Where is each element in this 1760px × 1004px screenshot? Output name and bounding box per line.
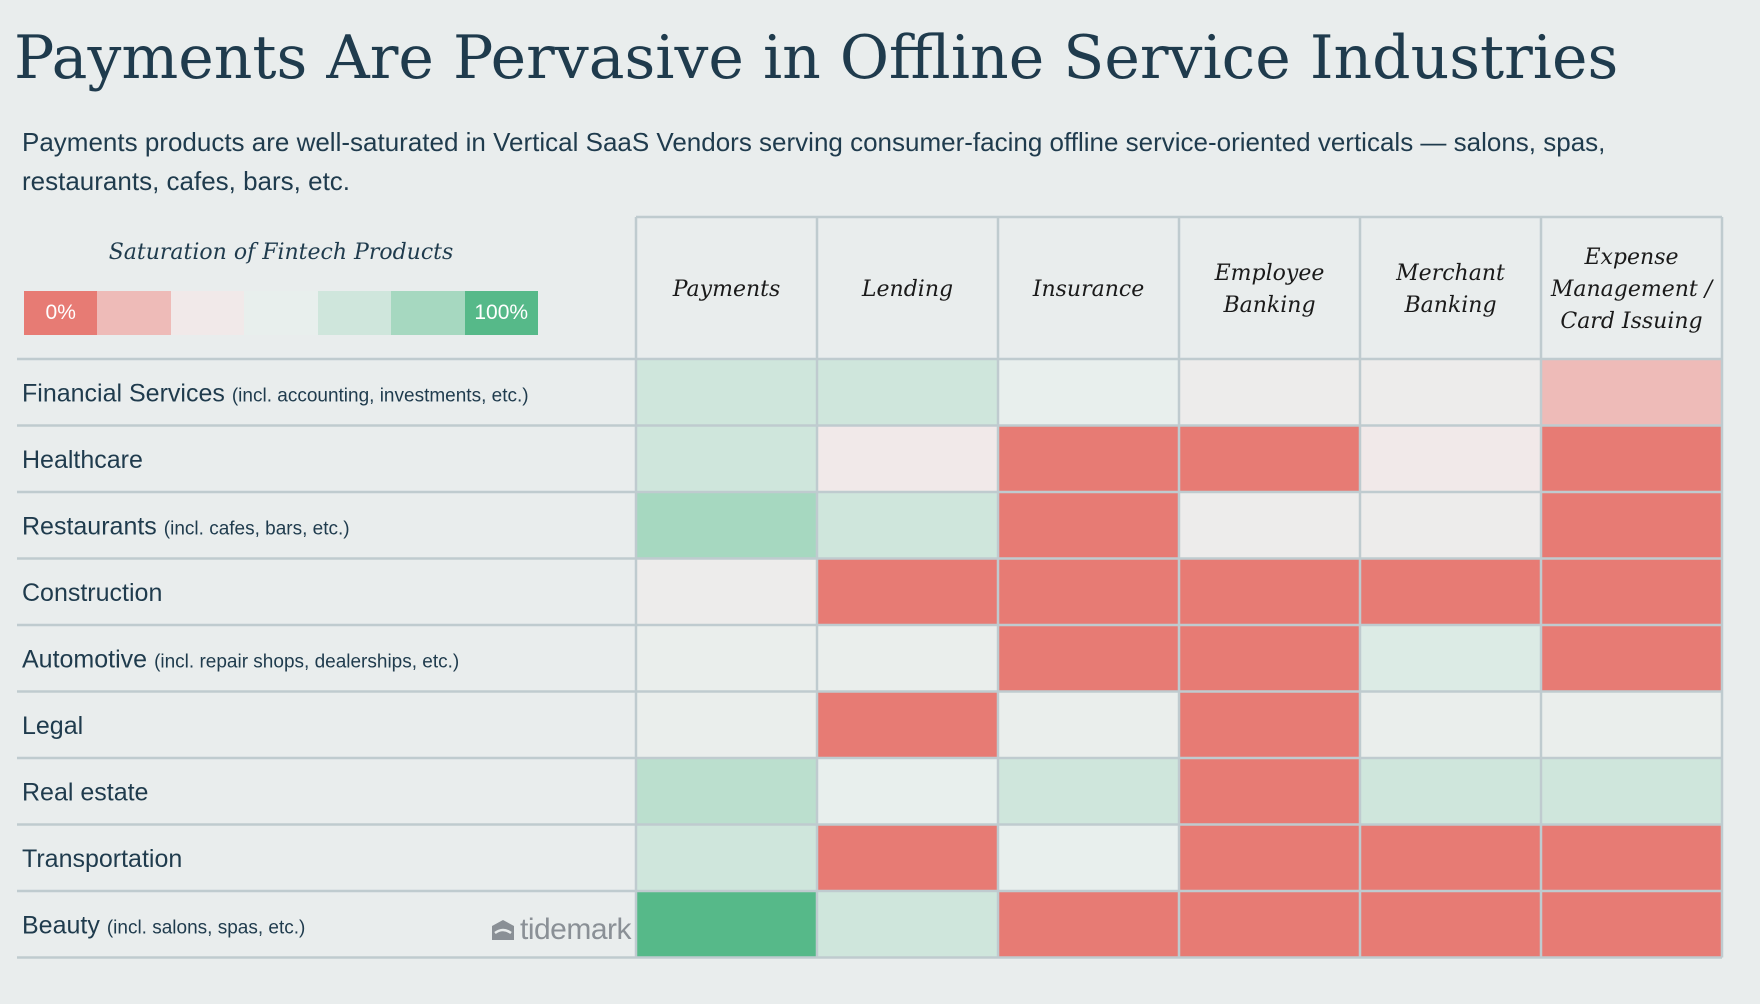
heatmap-cell	[636, 891, 817, 958]
heatmap-cell	[1360, 891, 1541, 958]
legend-swatch-0: 0%	[24, 291, 98, 335]
column-header: Lending	[861, 277, 953, 302]
column-header: Payments	[672, 277, 781, 302]
heatmap-cell	[1541, 359, 1722, 426]
column-header: Expense Management / Card Issuing	[1550, 245, 1715, 334]
legend-swatch-1	[97, 291, 171, 335]
heatmap-cell	[1360, 492, 1541, 559]
row-label: Transportation	[22, 845, 182, 873]
heatmap-cell	[998, 425, 1179, 492]
legend-swatch-4	[317, 291, 392, 335]
heatmap-cell	[998, 558, 1179, 625]
column-header: Insurance	[1032, 277, 1144, 302]
heatmap-cell	[817, 691, 998, 758]
heatmap-cell	[817, 824, 998, 891]
heatmap-cell	[1179, 824, 1360, 891]
row-label: Real estate	[22, 778, 148, 806]
legend-swatch-3	[244, 291, 318, 335]
heatmap-cell	[636, 758, 817, 825]
legend-swatch-5	[391, 291, 465, 335]
heatmap-cell	[1179, 625, 1360, 692]
heatmap-cell	[998, 359, 1179, 426]
heatmap-cell	[636, 359, 817, 426]
heatmap-cell	[817, 625, 998, 692]
row-label: Financial Services (incl. accounting, inv…	[22, 379, 529, 407]
heatmap-cell	[1541, 425, 1722, 492]
heatmap-cell	[636, 625, 817, 692]
legend-min-label: 0%	[45, 301, 76, 324]
heatmap-cell	[817, 492, 998, 559]
heatmap-cell	[817, 758, 998, 825]
heatmap-cell	[998, 492, 1179, 559]
row-label: Legal	[22, 712, 83, 740]
heatmap-cell	[636, 492, 817, 559]
heatmap-cell	[636, 425, 817, 492]
tidemark-logo-text: tidemark	[520, 913, 632, 946]
heatmap-cell	[1179, 758, 1360, 825]
heatmap-cell	[1541, 758, 1722, 825]
heatmap-cell	[817, 425, 998, 492]
heatmap-cell	[817, 558, 998, 625]
heatmap-cell	[998, 625, 1179, 692]
heatmap-cell	[998, 891, 1179, 958]
heatmap-cell	[998, 758, 1179, 825]
heatmap-cell	[1541, 691, 1722, 758]
heatmap-cell	[1360, 758, 1541, 825]
legend-scale: 0% 100%	[24, 291, 538, 335]
legend-title: Saturation of Fintech Products	[108, 240, 454, 265]
heatmap-cell	[817, 359, 998, 426]
heatmap-cell	[1179, 691, 1360, 758]
row-label: Construction	[22, 579, 162, 607]
legend-max-label: 100%	[474, 301, 529, 324]
heatmap-cell	[998, 691, 1179, 758]
heatmap-cell	[817, 891, 998, 958]
heatmap-cell	[636, 558, 817, 625]
heatmap-cell	[1360, 425, 1541, 492]
page-subtitle: Payments products are well-saturated in …	[22, 127, 1606, 196]
row-label: Beauty (incl. salons, spas, etc.)	[22, 911, 305, 939]
heatmap-cell	[1541, 891, 1722, 958]
heatmap-cell	[998, 824, 1179, 891]
column-header: Employee Banking	[1214, 261, 1325, 318]
page-title: Payments Are Pervasive in Offline Servic…	[14, 23, 1619, 93]
heatmap-cell	[1179, 891, 1360, 958]
heatmap-cell	[1360, 359, 1541, 426]
heatmap-cell	[1179, 492, 1360, 559]
tidemark-logo: tidemark	[492, 913, 632, 947]
heatmap-cell	[1179, 558, 1360, 625]
heatmap-cell	[1541, 625, 1722, 692]
heatmap-cell	[1541, 492, 1722, 559]
column-header: Merchant Banking	[1395, 261, 1505, 318]
row-label: Healthcare	[22, 446, 143, 474]
heatmap-cell	[1179, 359, 1360, 426]
heatmap-cell	[1541, 558, 1722, 625]
legend-swatch-6: 100%	[464, 291, 538, 335]
row-label: Restaurants (incl. cafes, bars, etc.)	[22, 512, 350, 540]
tidemark-logo-icon	[492, 920, 514, 940]
legend-swatch-2	[170, 291, 245, 335]
row-label: Automotive (incl. repair shops, dealershi…	[22, 645, 459, 673]
heatmap-cell	[1360, 558, 1541, 625]
heatmap-cell	[1360, 625, 1541, 692]
heatmap-cell	[1360, 691, 1541, 758]
heatmap-cell	[1360, 824, 1541, 891]
heatmap-cell	[636, 824, 817, 891]
heatmap-cell	[1541, 824, 1722, 891]
heatmap-cell	[636, 691, 817, 758]
heatmap-cell	[1179, 425, 1360, 492]
